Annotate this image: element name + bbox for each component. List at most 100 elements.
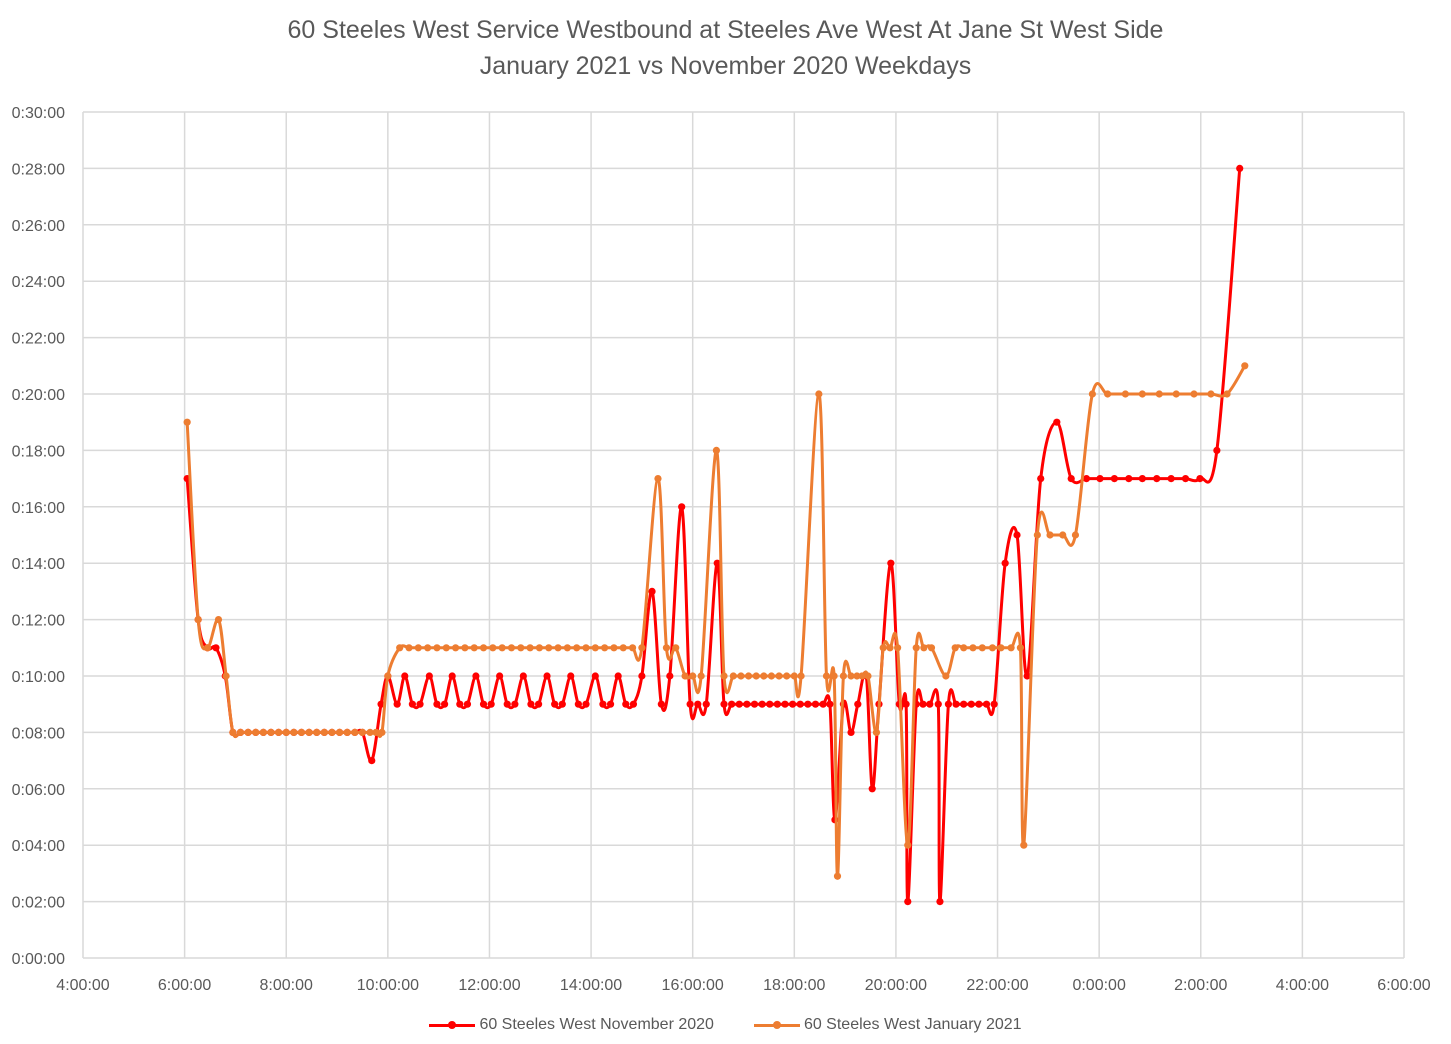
- data-point: [797, 672, 805, 680]
- data-point: [666, 672, 674, 680]
- data-point: [511, 700, 519, 708]
- legend-label: 60 Steeles West November 2020: [479, 1016, 714, 1033]
- data-point: [975, 700, 983, 708]
- data-point: [847, 672, 855, 680]
- x-tick-label: 12:00:00: [458, 977, 520, 994]
- data-point: [781, 700, 789, 708]
- data-point: [378, 728, 386, 737]
- data-point: [978, 644, 986, 652]
- series-january-2021: [183, 362, 1249, 880]
- data-point: [712, 446, 721, 454]
- data-point: [1001, 559, 1009, 567]
- data-point: [358, 728, 367, 737]
- data-point: [694, 700, 702, 708]
- data-point: [1223, 390, 1231, 398]
- data-point: [1125, 475, 1133, 483]
- data-point: [767, 672, 776, 680]
- data-point: [194, 616, 202, 624]
- data-point: [729, 672, 737, 680]
- data-point: [743, 700, 751, 708]
- data-point: [887, 559, 895, 567]
- data-point: [868, 785, 876, 793]
- data-point: [503, 700, 511, 708]
- data-point: [416, 700, 424, 708]
- y-tick-label: 0:08:00: [12, 725, 65, 742]
- data-point: [328, 728, 336, 737]
- data-point: [424, 644, 432, 652]
- data-point: [796, 700, 804, 708]
- data-point: [573, 644, 581, 652]
- data-point: [440, 700, 449, 708]
- data-point: [713, 559, 721, 567]
- data-point: [902, 700, 910, 708]
- data-point: [833, 872, 842, 880]
- data-point: [815, 390, 823, 398]
- data-point: [1023, 672, 1031, 680]
- data-point: [351, 728, 359, 737]
- data-point: [854, 700, 862, 708]
- data-point: [826, 700, 834, 708]
- legend-item-january[interactable]: 60 Steeles West January 2021: [753, 1016, 1022, 1034]
- data-point: [442, 644, 450, 652]
- series-line: [185, 168, 1242, 904]
- data-point: [259, 728, 267, 737]
- legend-item-november[interactable]: 60 Steeles West November 2020: [429, 1016, 714, 1034]
- data-point: [628, 644, 637, 652]
- data-point: [720, 672, 728, 680]
- data-point: [672, 644, 680, 652]
- x-tick-label: 4:00:00: [1276, 977, 1329, 994]
- data-point: [582, 644, 590, 652]
- x-tick-label: 22:00:00: [966, 977, 1028, 994]
- chart-subtitle: January 2021 vs November 2020 Weekdays: [479, 52, 972, 80]
- data-point: [267, 728, 275, 737]
- y-tick-label: 0:02:00: [12, 895, 65, 912]
- data-point: [689, 672, 697, 680]
- data-point: [448, 672, 456, 680]
- x-tick-label: 16:00:00: [662, 977, 724, 994]
- data-point: [894, 644, 902, 652]
- data-point: [244, 728, 252, 737]
- data-point: [811, 700, 820, 708]
- data-point: [720, 700, 728, 708]
- data-point: [414, 644, 422, 652]
- data-point: [496, 672, 504, 680]
- data-point: [936, 898, 944, 906]
- data-point: [507, 644, 516, 652]
- data-point: [487, 700, 495, 708]
- y-tick-label: 0:24:00: [12, 274, 65, 291]
- data-point: [519, 672, 527, 680]
- data-point: [456, 700, 464, 708]
- data-point: [1213, 446, 1221, 454]
- data-point: [393, 700, 401, 708]
- data-point: [927, 644, 936, 652]
- data-point: [396, 644, 404, 652]
- data-point: [433, 700, 441, 708]
- data-point: [654, 475, 662, 483]
- x-tick-label: 8:00:00: [260, 977, 313, 994]
- data-point: [297, 728, 306, 737]
- data-point: [697, 672, 705, 680]
- data-point: [214, 616, 223, 624]
- data-point: [1236, 164, 1244, 172]
- data-point: [619, 644, 627, 652]
- data-point: [470, 644, 478, 652]
- data-point: [997, 644, 1005, 652]
- data-point: [1082, 475, 1091, 483]
- data-point: [275, 728, 283, 737]
- data-point: [960, 644, 968, 652]
- data-point: [904, 898, 912, 906]
- data-point: [1067, 475, 1075, 483]
- data-point: [775, 672, 783, 680]
- data-point: [313, 728, 321, 737]
- data-point: [1020, 841, 1028, 849]
- legend-label: 60 Steeles West January 2021: [803, 1016, 1022, 1033]
- x-tick-label: 6:00:00: [158, 977, 211, 994]
- data-point: [926, 700, 934, 708]
- data-point: [942, 672, 950, 680]
- data-point: [760, 672, 768, 680]
- data-point: [638, 672, 646, 680]
- data-point: [479, 700, 488, 708]
- x-tick-label: 4:00:00: [56, 977, 109, 994]
- data-point: [498, 644, 506, 652]
- data-point: [614, 672, 622, 680]
